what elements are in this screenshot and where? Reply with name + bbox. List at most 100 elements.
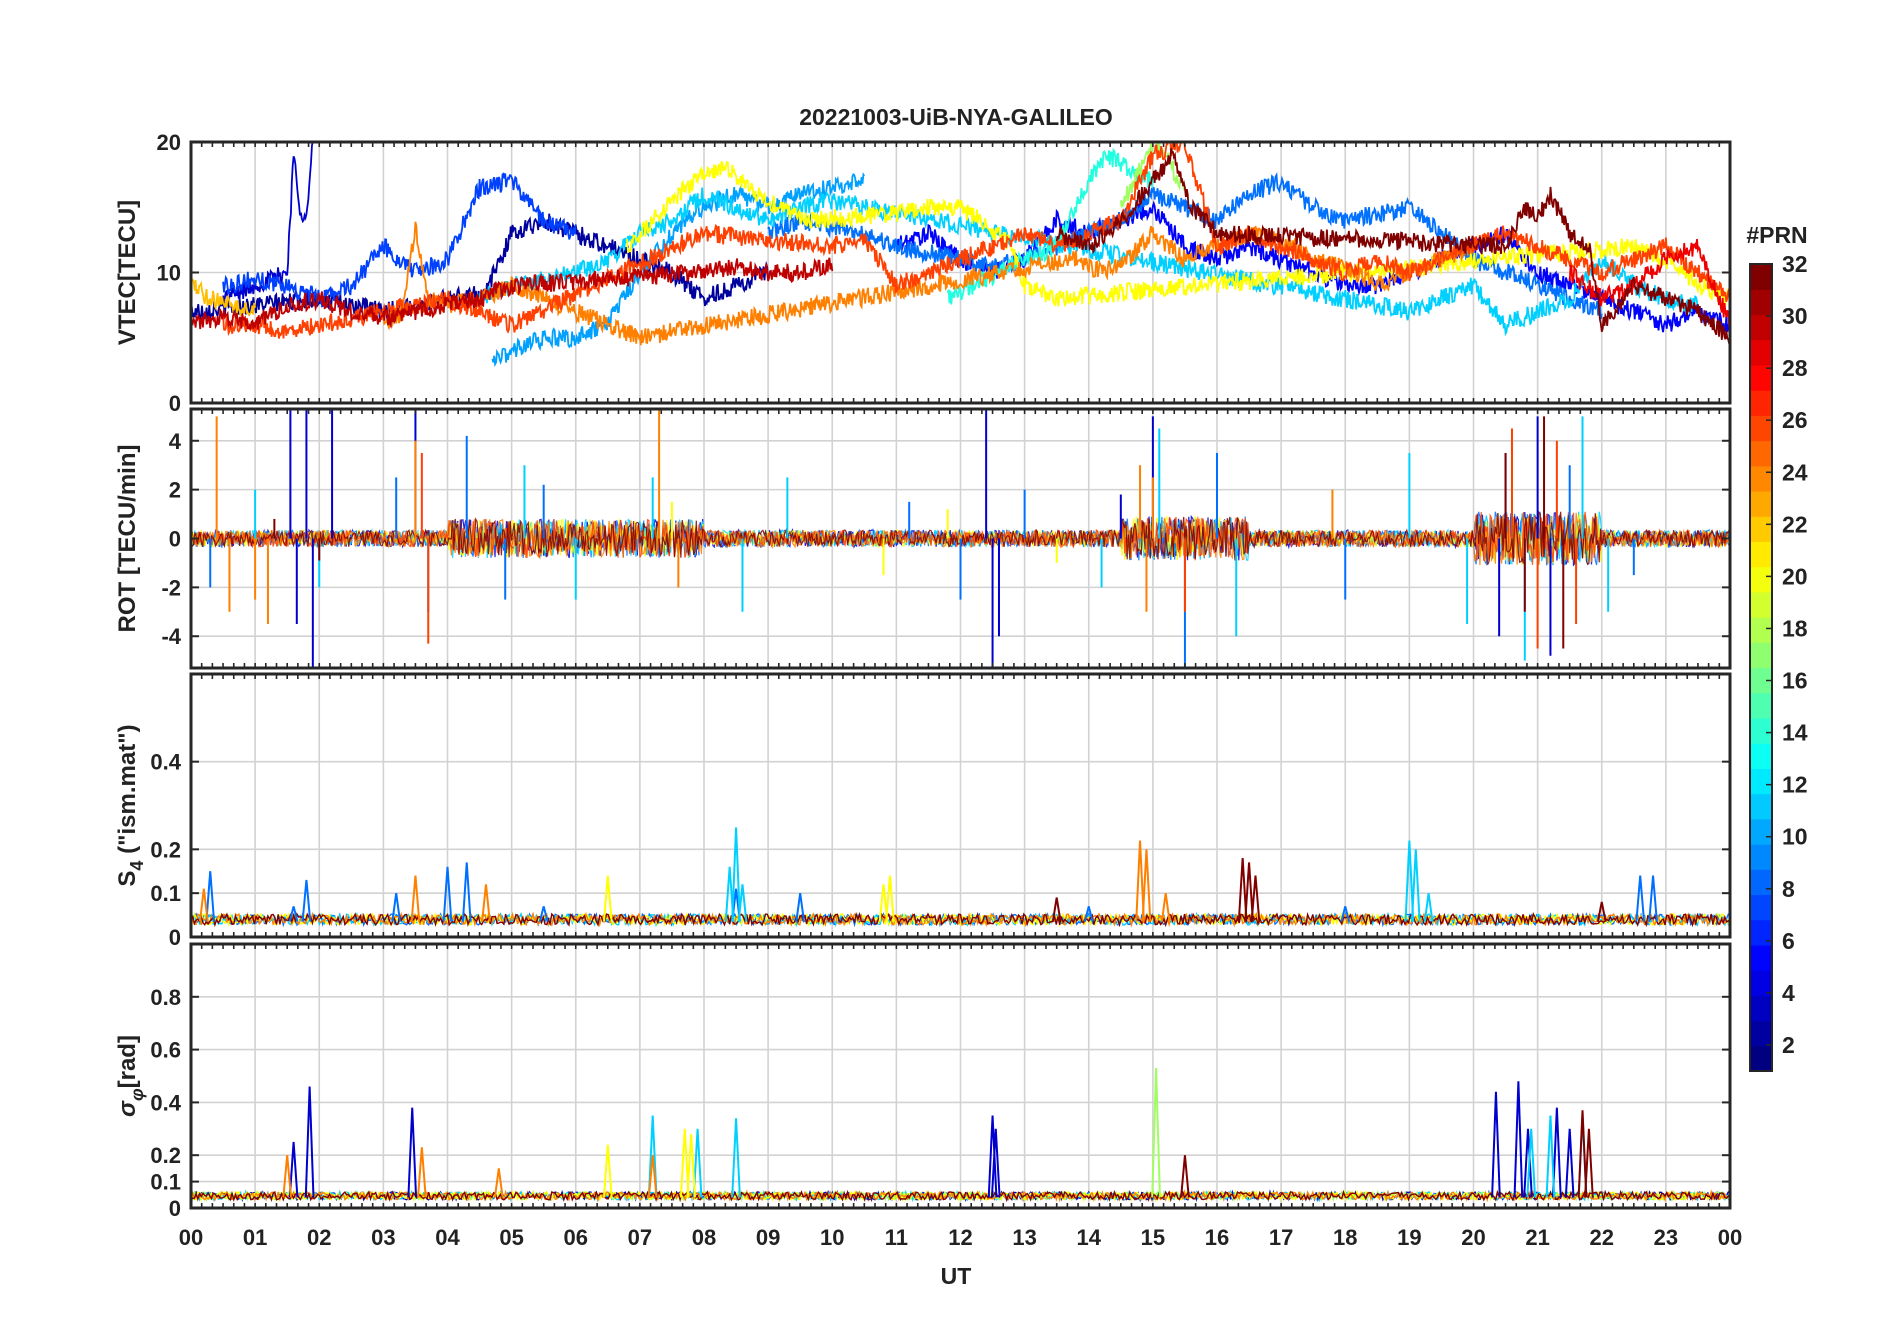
colorbar-segment bbox=[1750, 314, 1772, 341]
series-line-prn-10 bbox=[491, 172, 866, 368]
colorbar-tick-label: 32 bbox=[1782, 251, 1808, 277]
index-peak-prn-20 bbox=[878, 884, 889, 922]
colorbar-label: #PRN bbox=[1746, 222, 1807, 248]
data-layer bbox=[191, 142, 1730, 368]
panel-sigma_phi: 00.10.2 0.4 0.6 0.8σφ[rad] bbox=[114, 942, 1732, 1221]
colorbar-segment bbox=[1750, 390, 1772, 416]
colorbar-tick-label: 4 bbox=[1782, 980, 1795, 1006]
index-peak-prn-12 bbox=[737, 884, 748, 922]
series-line-prn-3 bbox=[222, 142, 314, 307]
index-peak-prn-18 bbox=[1151, 1068, 1161, 1198]
x-tick-label: 00 bbox=[179, 1225, 203, 1250]
colorbar-segment bbox=[1750, 667, 1772, 694]
colorbar-segment bbox=[1750, 490, 1772, 517]
y-tick-label: 0 bbox=[169, 391, 181, 416]
colorbar-tick-label: 6 bbox=[1782, 928, 1795, 954]
index-peak-prn-32 bbox=[1250, 875, 1261, 922]
y-tick-label: 0.1 bbox=[150, 881, 181, 906]
index-baseline-prn-32 bbox=[191, 911, 1730, 928]
index-peak-prn-3 bbox=[304, 1086, 315, 1198]
colorbar-frame bbox=[1749, 263, 1773, 1072]
y-tick-label: 0.8 bbox=[150, 985, 181, 1010]
index-peak-prn-24 bbox=[647, 1155, 658, 1198]
index-peak-prn-20 bbox=[679, 1128, 690, 1198]
colorbar-segment bbox=[1750, 339, 1772, 366]
tick-marks bbox=[190, 141, 1731, 404]
colorbar-segment bbox=[1750, 743, 1772, 769]
colorbar-segment bbox=[1750, 566, 1772, 593]
index-peak-prn-32 bbox=[1180, 1155, 1190, 1198]
index-peak-prn-24 bbox=[1135, 840, 1145, 922]
series-line-prn-12 bbox=[478, 187, 1699, 337]
index-peak-prn-8 bbox=[288, 906, 299, 922]
series-line-prn-30 bbox=[191, 257, 834, 333]
index-peak-prn-12 bbox=[692, 1128, 703, 1198]
index-peak-prn-32 bbox=[1244, 862, 1254, 922]
index-peak-prn-12 bbox=[1404, 840, 1415, 922]
index-peak-prn-3 bbox=[1564, 1128, 1575, 1198]
colorbar-segment bbox=[1750, 894, 1772, 921]
x-tick-label: 07 bbox=[628, 1225, 652, 1250]
colorbar-segment bbox=[1750, 289, 1772, 316]
index-peak-prn-24 bbox=[417, 1147, 427, 1198]
colorbar-tick-label: 22 bbox=[1782, 511, 1808, 537]
colorbar-segment bbox=[1750, 465, 1772, 492]
index-peak-prn-3 bbox=[990, 1128, 1001, 1198]
y-tick-label: 4 bbox=[169, 429, 182, 454]
colorbar-segment bbox=[1750, 440, 1772, 467]
colorbar-segment bbox=[1750, 944, 1772, 971]
x-tick-label: 02 bbox=[307, 1225, 331, 1250]
colorbar-tick-label: 24 bbox=[1782, 459, 1808, 485]
index-peak-prn-3 bbox=[1523, 1128, 1533, 1198]
x-tick-label: 13 bbox=[1012, 1225, 1036, 1250]
colorbar-segment bbox=[1750, 415, 1772, 442]
x-tick-label: 18 bbox=[1333, 1225, 1357, 1250]
x-tick-label: 22 bbox=[1590, 1225, 1614, 1250]
x-tick-label: 08 bbox=[692, 1225, 716, 1250]
y-axis-label-s4: S4 ("ism.mat") bbox=[114, 724, 147, 886]
x-tick-labels: 00 01 02 03 04 05 06 07 08 09 10 11 12 13 14 15 16 17 18 19… bbox=[179, 1225, 1742, 1250]
colorbar-segment bbox=[1750, 869, 1772, 896]
index-peak-prn-8 bbox=[301, 879, 312, 922]
y-tick-label: 0.1 bbox=[150, 1170, 181, 1195]
y-tick-label: 0.2 bbox=[150, 837, 181, 862]
x-tick-label: 12 bbox=[948, 1225, 972, 1250]
x-tick-label: 16 bbox=[1205, 1225, 1229, 1250]
index-peak-prn-12 bbox=[1526, 1128, 1537, 1198]
y-tick-label: 0.2 bbox=[150, 1143, 181, 1168]
index-peak-prn-12 bbox=[731, 1118, 741, 1198]
colorbar-segment bbox=[1750, 617, 1772, 643]
y-tick-label: 2 bbox=[169, 478, 181, 503]
y-tick-label: 0 bbox=[169, 925, 181, 950]
index-peak-prn-12 bbox=[1545, 1115, 1556, 1198]
index-peak-prn-3 bbox=[1491, 1091, 1501, 1198]
y-tick-label: 0.6 bbox=[150, 1038, 181, 1063]
x-tick-label: 06 bbox=[564, 1225, 588, 1250]
series-line-prn-18 bbox=[1119, 142, 1186, 208]
y-tick-label: 20 bbox=[157, 130, 181, 155]
colorbar-segment bbox=[1750, 793, 1772, 820]
y-tick-label: 0 bbox=[169, 1196, 181, 1221]
colorbar-tick-label: 28 bbox=[1782, 355, 1808, 381]
data-layer bbox=[191, 827, 1730, 928]
colorbar-tick-label: 16 bbox=[1782, 668, 1808, 694]
index-peak-prn-32 bbox=[1596, 901, 1607, 922]
index-baseline-prn-32 bbox=[191, 1189, 1730, 1203]
y-tick-label: 0.4 bbox=[150, 1090, 181, 1115]
x-tick-label: 14 bbox=[1077, 1225, 1102, 1250]
x-tick-label: 11 bbox=[885, 1225, 908, 1250]
colorbar-segment bbox=[1750, 516, 1772, 543]
colorbar-segment bbox=[1750, 591, 1772, 618]
y-tick-label: -2 bbox=[161, 575, 181, 600]
index-peak-prn-20 bbox=[602, 875, 613, 922]
tick-marks bbox=[190, 674, 1731, 938]
index-peak-prn-3 bbox=[1513, 1081, 1524, 1198]
x-tick-label: 17 bbox=[1269, 1225, 1293, 1250]
colorbar-segment bbox=[1750, 364, 1772, 391]
colorbar-tick-label: 26 bbox=[1782, 407, 1808, 433]
index-peak-prn-8 bbox=[461, 862, 472, 922]
index-peak-prn-8 bbox=[1648, 875, 1658, 922]
panel-s4: 0 0.1 0.2 0.4S4 ("ism.mat") bbox=[114, 672, 1732, 950]
colorbar-segment bbox=[1750, 919, 1772, 946]
y-axis-label-vtec: VTEC[TECU] bbox=[114, 200, 141, 345]
